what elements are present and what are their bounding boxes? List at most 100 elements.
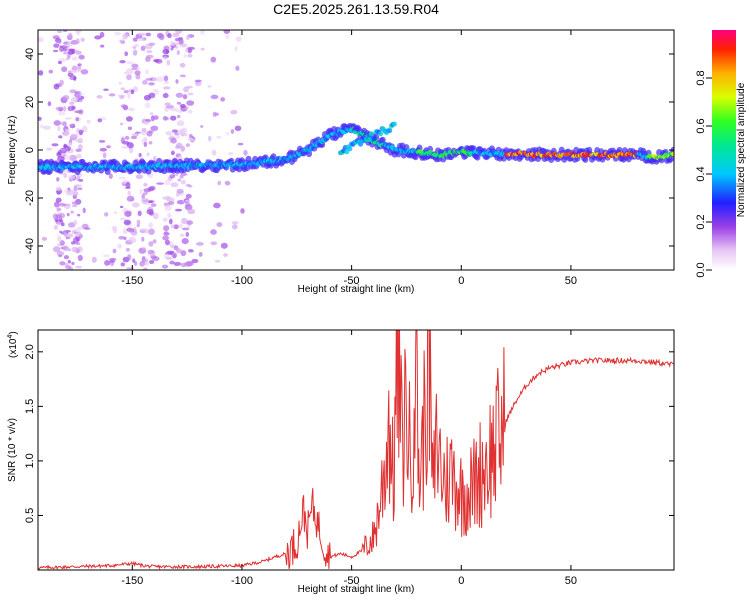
spectrogram-cell-643 [176,114,181,119]
spectrogram-cell-339 [164,239,171,246]
spectrogram-ytick-label-2: 0 [24,147,36,153]
spectrogram-cell-572 [123,236,127,241]
spectrogram-cell-1612 [667,155,674,163]
spectrogram-cell-172 [173,224,179,230]
spectrogram-cell-174 [149,260,155,264]
spectrogram-cell-408 [99,147,107,152]
spectrogram-cell-151 [46,147,53,151]
spectrogram-cell-520 [70,96,79,103]
spectrogram-cell-71 [135,73,141,80]
spectrogram-cell-535 [78,109,84,115]
spectrogram-cell-254 [99,31,105,38]
spectrogram-cell-250 [71,201,80,205]
spectrogram-cell-176 [187,92,194,96]
spectrogram-cell-271 [228,151,234,156]
spectrogram-cell-610 [124,51,129,57]
colorbar-tick-label-4: 0.8 [695,70,707,85]
spectrogram-cell-299 [150,125,159,132]
spectrogram-cell-398 [63,143,67,149]
spectrogram-cell-11 [126,74,132,81]
spectrogram-cell-625 [132,66,138,71]
snr-ytick-label-1: 1.0 [24,453,36,468]
colorbar-label: Normalized spectral amplitude [736,82,747,217]
spectrogram-cell-560 [75,117,80,122]
spectrogram-cell-391 [79,99,83,103]
snr-ticks: -150 -100 -50 0 50 0.5 1.0 1.5 2.0 [24,330,674,587]
spectrogram-cell-439 [175,79,179,84]
spectrogram-cell-203 [119,59,126,64]
spectrogram-cell-590 [48,69,54,74]
spectrogram-cell-526 [58,202,66,207]
spectrogram-cell-139 [77,226,83,230]
spectrogram-cell-374 [147,249,154,254]
spectrogram-cell-305 [148,141,153,145]
chart-title: C2E5.2025.261.13.59.R04 [273,1,439,17]
spectrogram-cell-617 [125,181,131,189]
spectrogram-cell-66 [51,143,59,147]
spectrogram-panel: -150 -100 -50 0 50 -40 -20 0 20 40 Height of stra… [7,29,675,295]
snr-series-line [38,330,674,570]
spectrogram-cell-539 [117,243,123,249]
spectrogram-cell-407 [210,94,219,100]
spectrogram-cell-461 [176,248,182,254]
spectrogram-cell-622 [67,51,73,55]
spectrogram-cell-428 [124,210,132,217]
spectrogram-cell-571 [243,149,248,156]
spectrogram-cell-298 [231,221,239,225]
spectrogram-cell-331 [141,236,145,242]
spectrogram-cell-276 [118,235,125,240]
spectrogram-cell-272 [73,219,78,226]
spectrogram-cell-35 [91,256,97,263]
spectrogram-cell-157 [141,127,147,133]
snr-xlabel: Height of straight line (km) [298,584,415,595]
spectrogram-cell-13 [170,150,175,156]
spectrogram-cell-319 [170,197,175,202]
snr-scale-label: (x104) [7,331,19,358]
spectrogram-cell-8 [164,102,171,106]
spectrogram-cell-315 [175,145,181,149]
spectrogram-cell-595 [142,192,148,196]
spectrogram-cell-137 [68,32,73,38]
colorbar-tick-label-0: 0.0 [695,262,707,277]
svg-text:(x104): (x104) [7,331,19,358]
spectrogram-cell-556 [84,227,91,230]
spectrogram-cell-582 [78,54,85,60]
spectrogram-cell-647 [63,105,67,112]
spectrogram-cell-503 [77,63,82,67]
spectrogram-cell-381 [53,120,61,126]
spectrogram-cell-1617 [671,151,674,157]
spectrogram-cell-29 [152,212,159,220]
spectrogram-cell-414 [145,78,153,81]
spectrogram-cell-393 [237,142,244,146]
spectrogram-cell-376 [59,230,63,234]
spectrogram-xtick-label-2: -50 [344,275,360,287]
spectrogram-cell-86 [146,50,153,54]
spectrogram-cell-624 [169,133,174,137]
spectrogram-cell-280 [186,220,194,225]
spectrogram-cell-452 [214,259,221,263]
spectrogram-cell-569 [78,129,85,133]
spectrogram-cell-496 [172,32,180,38]
spectrogram-cell-387 [156,182,165,185]
spectrogram-cell-359 [188,249,195,253]
spectrogram-cell-558 [163,75,169,82]
spectrogram-cell-555 [100,44,105,48]
snr-scale-suffix: ) [8,331,19,334]
spectrogram-cell-619 [130,135,138,140]
spectrogram-cell-565 [86,119,91,124]
spectrogram-xtick-label-0: -150 [121,275,143,287]
spectrogram-cell-98 [69,154,78,162]
spectrogram-cell-601 [162,196,170,200]
spectrogram-cell-189 [65,233,74,238]
spectrogram-cell-508 [132,49,138,56]
spectrogram-cell-442 [200,30,205,35]
spectrogram-cell-124 [75,265,82,269]
spectrogram-cell-25 [102,152,107,159]
spectrogram-cell-587 [77,187,83,191]
spectrogram-cell-644 [57,125,61,132]
spectrogram-xtick-label-1: -100 [231,275,253,287]
spectrogram-cell-1624 [347,146,353,152]
spectrogram-cell-532 [185,184,191,187]
spectrogram-cell-638 [63,255,70,260]
spectrogram-cell-268 [164,204,172,211]
